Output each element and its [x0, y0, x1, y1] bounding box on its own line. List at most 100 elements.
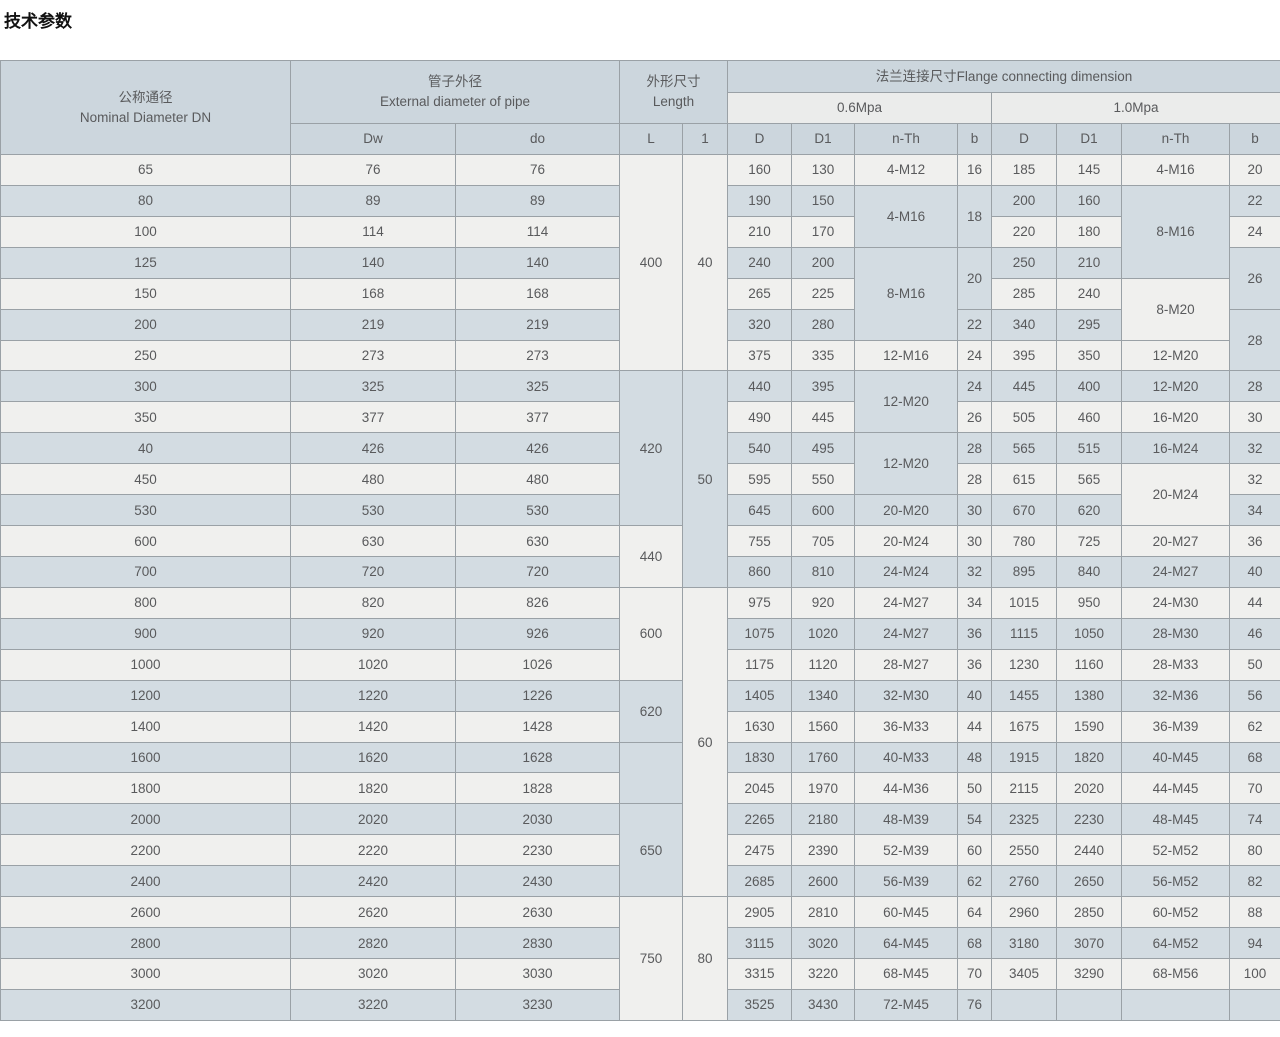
table-cell: 3430	[791, 988, 855, 1021]
table-row: 1200 1220 1226 620 1405 1340 32-M30 40 1455 1380 3…	[0, 679, 1280, 743]
table-cell: 900	[0, 617, 291, 650]
table-cell	[1121, 988, 1230, 1021]
table-cell: 219	[290, 308, 456, 341]
table-cell: 1020	[791, 617, 855, 650]
table-cell: 1050	[1056, 617, 1122, 650]
table-cell: 350	[0, 401, 291, 434]
table-cell: 60-M45	[854, 896, 958, 929]
table-cell: 630	[290, 525, 456, 557]
table-cell: 250	[991, 246, 1057, 279]
table-cell: 920	[290, 617, 456, 650]
table-cell: 920	[791, 586, 855, 619]
table-cell: 350	[1056, 339, 1122, 372]
table-cell: 26	[957, 401, 992, 434]
table-cell: 170	[791, 215, 855, 248]
table-cell: 495	[791, 432, 855, 465]
table-row: 2600 2620 2630 750 80 2905 2810 60-M45 64 2960 285…	[0, 896, 1280, 1021]
table-cell: 1340	[791, 679, 855, 712]
table-cell: 185	[991, 154, 1057, 186]
table-cell: 480	[290, 463, 456, 496]
table-cell: 3315	[727, 957, 792, 990]
table-cell: 2760	[991, 865, 1057, 898]
table-cell: 550	[791, 463, 855, 496]
col-header-length: 外形尺寸 Length	[619, 60, 728, 124]
table-cell: 68-M45	[854, 957, 958, 990]
table-cell: 100	[1229, 957, 1280, 990]
table-cell: 400	[1056, 370, 1122, 403]
table-cell: 30	[957, 494, 992, 527]
table-cell: 32-M36	[1121, 679, 1230, 712]
table-cell: 44-M36	[854, 772, 958, 805]
col-header-pressure-10mpa: 1.0Mpa	[991, 92, 1280, 124]
table-cell: 48-M39	[854, 803, 958, 836]
table-cell: 2850	[1056, 896, 1122, 929]
table-cell: 88	[1229, 896, 1280, 929]
table-cell: 600	[0, 525, 291, 557]
table-cell: 4-M16	[1121, 154, 1230, 186]
table-cell: 1675	[991, 710, 1057, 743]
table-cell: 2220	[290, 834, 456, 867]
table-cell: 1175	[727, 648, 792, 681]
table-cell: 950	[1056, 586, 1122, 619]
table-cell: 700	[0, 555, 291, 588]
table-cell: 1115	[991, 617, 1057, 650]
table-cell: 377	[290, 401, 456, 434]
table-cell: 34	[1229, 494, 1280, 527]
table-cell: 20	[957, 246, 992, 310]
table-cell: 22	[1229, 184, 1280, 217]
table-cell: 1760	[791, 741, 855, 774]
table-cell: 1830	[727, 741, 792, 774]
table-cell: 68	[957, 927, 992, 959]
table-cell: 28-M30	[1121, 617, 1230, 650]
table-cell: 48	[957, 741, 992, 774]
table-row: 80 89 89 190 150 4-M16 18 200 160 8-M16 22	[0, 184, 1280, 279]
table-cell: 32	[1229, 463, 1280, 496]
col-header-nominal-diameter-en: Nominal Diameter DN	[79, 109, 212, 125]
table-cell: 565	[991, 432, 1057, 465]
table-row: 600 630 630 440 755 705 20-M24 30 780 725 20-M27 36	[0, 525, 1280, 588]
table-cell: 2550	[991, 834, 1057, 867]
table-cell: 2020	[1056, 772, 1122, 805]
table-row: 700 720 720 860 810 24-M24 32 895 840 24-M27 40	[0, 555, 1280, 588]
table-cell: 440	[727, 370, 792, 403]
table-cell: 32	[1229, 432, 1280, 465]
table-cell: 705	[791, 525, 855, 557]
table-cell	[991, 988, 1057, 1021]
table-cell: 76	[957, 988, 992, 1021]
col-header-length-en: Length	[652, 94, 695, 109]
table-cell: 1820	[1056, 741, 1122, 774]
table-cell: 1226	[455, 679, 620, 712]
col-header-flange-dimension: 法兰连接尺寸Flange connecting dimension	[727, 60, 1280, 93]
table-cell: 2620	[290, 896, 456, 929]
table-cell: 530	[290, 494, 456, 527]
table-cell: 40-M33	[854, 741, 958, 774]
table-cell: 280	[791, 308, 855, 341]
table-row: 2000 2020 2030 650 2265 2180 48-M39 54 2325 2230 4…	[0, 803, 1280, 898]
table-cell: 32	[957, 555, 992, 588]
table-cell: 28	[957, 432, 992, 465]
table-cell: 70	[957, 957, 992, 990]
table-cell: 445	[791, 401, 855, 434]
table-cell: 64	[957, 896, 992, 929]
table-cell: 80	[1229, 834, 1280, 867]
table-cell: 2020	[290, 803, 456, 836]
table-cell: 24-M27	[854, 586, 958, 619]
table-cell: 28	[957, 463, 992, 496]
table-cell: 826	[455, 586, 620, 619]
table-cell: 615	[991, 463, 1057, 496]
table-cell: 3525	[727, 988, 792, 1021]
table-cell: 1020	[290, 648, 456, 681]
table-cell: 1405	[727, 679, 792, 712]
table-cell: 114	[290, 215, 456, 248]
table-cell: 395	[791, 370, 855, 403]
table-cell: 2820	[290, 927, 456, 959]
table-cell: 1160	[1056, 648, 1122, 681]
table-cell: 36	[1229, 525, 1280, 557]
table-cell: 725	[1056, 525, 1122, 557]
table-cell: 4-M16	[854, 184, 958, 248]
table-cell: 40	[682, 153, 728, 372]
table-cell: 64-M52	[1121, 927, 1230, 959]
table-cell: 219	[455, 308, 620, 341]
table-cell: 50	[682, 370, 728, 588]
table-cell: 200	[791, 246, 855, 279]
